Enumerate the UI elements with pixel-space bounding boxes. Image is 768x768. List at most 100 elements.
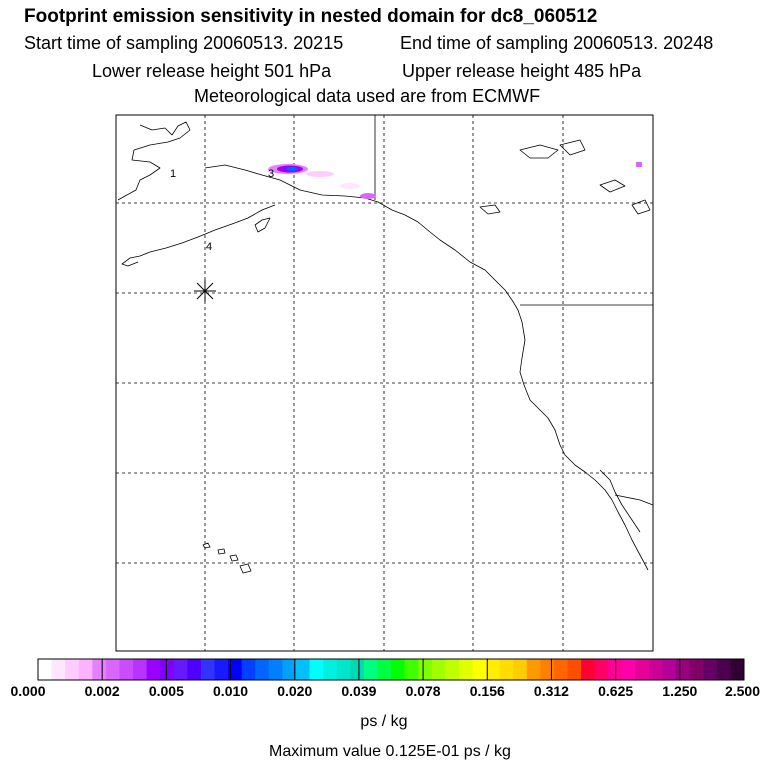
- coastline-arctic-island: [599, 179, 626, 193]
- legend-tick-label: 0.005: [149, 683, 184, 699]
- legend-color-cell: [200, 659, 215, 680]
- legend-color-cell: [350, 659, 365, 680]
- legend-tick-label: 0.010: [213, 683, 248, 699]
- legend-color-cell: [92, 659, 107, 680]
- legend-color-cell: [404, 659, 419, 680]
- coastline-alaska-west: [117, 121, 191, 201]
- legend-color-cell: [486, 659, 501, 680]
- legend-color-cell: [282, 659, 297, 680]
- legend-color-cell: [336, 659, 351, 680]
- legend-tick-label: 0.039: [341, 683, 376, 699]
- legend-color-cell: [255, 659, 270, 680]
- legend-tick-label: 0.020: [277, 683, 312, 699]
- legend-color-cell: [38, 659, 53, 680]
- legend-color-cell: [323, 659, 338, 680]
- legend-color-cell: [635, 659, 650, 680]
- plume-cell: [636, 162, 642, 167]
- legend-unit: ps / kg: [360, 713, 407, 730]
- point-label-3: 3: [268, 168, 274, 180]
- plume-cell: [306, 171, 334, 177]
- legend-color-cell: [51, 659, 66, 680]
- start-time-label: Start time of sampling 20060513. 20215: [24, 33, 344, 53]
- legend-color-cell: [513, 659, 528, 680]
- legend-color-cell: [445, 659, 460, 680]
- coastline-arctic-island: [559, 139, 586, 156]
- legend-color-cell: [648, 659, 664, 680]
- legend-color-cell: [594, 659, 609, 680]
- map-title: Footprint emission sensitivity in nested…: [24, 6, 598, 27]
- legend-color-cell: [540, 659, 555, 680]
- legend-color-cell: [268, 659, 283, 680]
- plume-cell: [340, 183, 360, 189]
- legend-color-cell: [716, 659, 731, 680]
- legend-color-cell: [553, 659, 568, 680]
- legend-color-cell: [214, 659, 229, 680]
- coastline-arctic-island: [479, 204, 501, 215]
- legend-ticks: 0.000 0.002 0.005 0.010 0.020 0.039 0.078 0.156…: [10, 659, 760, 699]
- legend-tick-label: 0.078: [406, 683, 441, 699]
- legend-color-cell: [133, 659, 148, 680]
- borders: [374, 115, 654, 506]
- coastline-hawaii: [239, 563, 252, 574]
- coastline-gulf-alaska: [204, 164, 513, 301]
- legend-color-cell: [662, 659, 677, 680]
- plume-cell: [360, 193, 376, 199]
- coastline-kodiak: [254, 217, 271, 233]
- coastline-aleutians: [121, 251, 151, 267]
- coastline-baja: [599, 469, 641, 533]
- coastline-west-coast: [511, 299, 649, 571]
- coastline-arctic-island: [631, 199, 651, 215]
- coastline-hawaii: [229, 554, 239, 562]
- legend-color-cell: [173, 659, 188, 680]
- legend-tick-label: 0.002: [85, 683, 120, 699]
- asterisk-icon: [194, 280, 216, 302]
- legend-color-cell: [458, 659, 473, 680]
- legend-color-cell: [187, 659, 202, 680]
- point-label-1: 1: [170, 168, 176, 180]
- legend-color-cell: [105, 659, 120, 680]
- color-legend: [38, 659, 745, 680]
- legend-color-cell: [363, 659, 378, 680]
- legend-color-cell: [499, 659, 514, 680]
- legend-color-cell: [567, 659, 582, 680]
- legend-tick-label: 0.625: [598, 683, 633, 699]
- legend-color-cell: [391, 659, 406, 680]
- legend-color-cell: [119, 659, 134, 680]
- legend-color-cell: [689, 659, 704, 680]
- legend-color-cell: [228, 659, 243, 680]
- coastline-alaska-peninsula: [149, 204, 276, 253]
- legend-color-cell: [676, 659, 691, 680]
- legend-tick-label: 2.500: [725, 683, 760, 699]
- legend-color-cell: [472, 659, 487, 680]
- coastlines: [117, 121, 651, 574]
- legend-tick-label: 0.156: [470, 683, 505, 699]
- legend-color-cell: [377, 659, 392, 680]
- graticule: [116, 115, 653, 651]
- coastline-hawaii: [217, 548, 226, 555]
- legend-color-cell: [526, 659, 541, 680]
- legend-tick-label: 0.312: [534, 683, 569, 699]
- max-value-label: Maximum value 0.125E-01 ps / kg: [269, 743, 511, 760]
- lower-height-label: Lower release height 501 hPa: [92, 61, 332, 81]
- legend-color-cell: [295, 659, 311, 680]
- legend-tick-label: 0.000: [10, 683, 45, 699]
- legend-color-cell: [431, 659, 446, 680]
- legend-color-cell: [703, 659, 718, 680]
- coastline-arctic-island: [519, 144, 559, 159]
- legend-color-cell: [309, 659, 324, 680]
- legend-color-cell: [241, 659, 256, 680]
- upper-height-label: Upper release height 485 hPa: [402, 61, 642, 81]
- plume-cell: [286, 167, 298, 171]
- legend-color-cell: [160, 659, 175, 680]
- legend-color-cell: [621, 659, 636, 680]
- met-data-label: Meteorological data used are from ECMWF: [194, 86, 541, 106]
- legend-color-cell: [581, 659, 596, 680]
- coastline-hawaii: [202, 542, 211, 549]
- end-time-label: End time of sampling 20060513. 20248: [400, 33, 714, 53]
- legend-tick-label: 1.250: [662, 683, 697, 699]
- emission-plume: [268, 162, 642, 199]
- legend-color-cell: [418, 659, 433, 680]
- legend-color-cell: [146, 659, 161, 680]
- legend-color-cell: [65, 659, 80, 680]
